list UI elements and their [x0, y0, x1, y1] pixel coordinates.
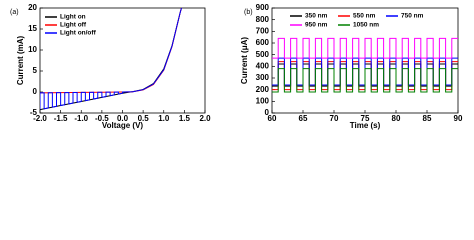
- y-axis-label: Current (μA): [240, 37, 249, 84]
- panel-label: (b): [244, 9, 253, 16]
- x-tick-label: -1.0: [74, 114, 88, 123]
- x-tick-label: 65: [299, 114, 308, 123]
- y-tick-label: 15: [28, 24, 37, 33]
- x-tick-label: 0.0: [117, 114, 129, 123]
- y-tick-label: 300: [256, 73, 270, 82]
- x-tick-label: 2.0: [199, 114, 211, 123]
- x-tick-label: 75: [361, 114, 370, 123]
- legend-label: Light off: [60, 22, 87, 29]
- x-tick-label: -1.5: [54, 114, 68, 123]
- series-line: [272, 68, 458, 93]
- y-tick-label: 500: [256, 50, 270, 59]
- x-tick-label: 1.0: [158, 114, 170, 123]
- x-tick-label: -2.0: [33, 114, 47, 123]
- legend-label: 550 nm: [353, 13, 376, 20]
- legend-label: Light on/off: [60, 30, 97, 37]
- x-tick-label: 60: [268, 114, 277, 123]
- legend-label: Light on: [60, 14, 86, 21]
- x-axis-label: Time (s): [350, 121, 381, 130]
- x-axis-label: Voltage (V): [102, 121, 144, 130]
- legend-label: 1050 nm: [353, 22, 379, 29]
- x-tick-label: 85: [423, 114, 432, 123]
- x-tick-label: -0.5: [95, 114, 109, 123]
- x-tick-label: 90: [454, 114, 463, 123]
- y-tick-label: 700: [256, 26, 270, 35]
- series-line: [40, 8, 182, 110]
- x-tick-label: 70: [330, 114, 339, 123]
- y-tick-label: 800: [256, 15, 270, 24]
- y-tick-label: 600: [256, 38, 270, 47]
- y-axis-label: Current (mA): [16, 36, 25, 86]
- page: -2.0 -1.5 -1.0 -0.5 0.0 0.5 1.0 1.5 2.0 -5 0 5 10 15 2…: [10, 3, 463, 131]
- y-tick-label: 0: [33, 87, 38, 96]
- legend-label: 950 nm: [305, 22, 328, 29]
- y-tick-label: 100: [256, 96, 270, 105]
- panel-label: (a): [10, 9, 19, 16]
- y-tick-label: 0: [265, 108, 270, 117]
- y-tick-label: 200: [256, 85, 270, 94]
- x-tick-label: 80: [392, 114, 401, 123]
- legend-label: 750 nm: [401, 13, 424, 20]
- series-line: [40, 8, 182, 94]
- y-tick-label: 5: [33, 66, 38, 75]
- y-tick-label: 20: [28, 3, 37, 12]
- x-tick-label: 1.5: [179, 114, 191, 123]
- figure: -2.0 -1.5 -1.0 -0.5 0.0 0.5 1.0 1.5 2.0 -5 0 5 10 15 2…: [10, 3, 463, 130]
- y-tick-label: 10: [28, 45, 37, 54]
- y-tick-label: 400: [256, 61, 270, 70]
- series-line: [272, 37, 458, 59]
- x-tick-label: 0.5: [138, 114, 150, 123]
- y-tick-label: 900: [256, 3, 270, 12]
- y-tick-label: -5: [30, 108, 38, 117]
- legend-label: 350 nm: [305, 13, 328, 20]
